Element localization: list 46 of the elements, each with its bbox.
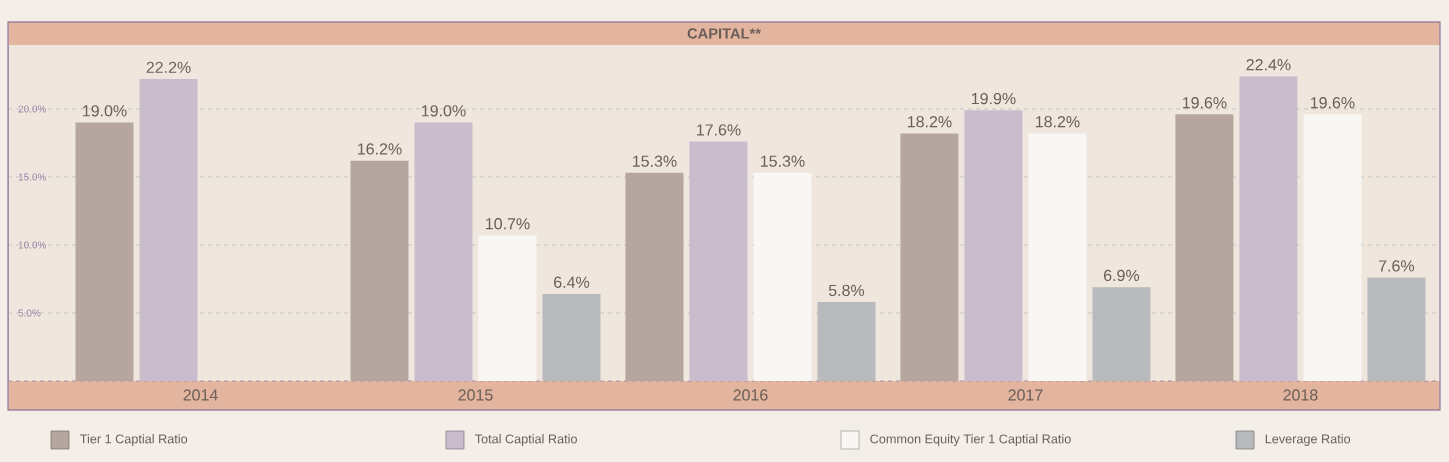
bar [139,79,198,381]
legend-label: Tier 1 Captial Ratio [80,434,188,446]
data-label: 19.0% [422,105,466,117]
bar [900,133,959,381]
legend-label: Leverage Ratio [1265,434,1351,446]
bar [753,172,812,381]
legend-label: Common Equity Tier 1 Captial Ratio [870,434,1071,446]
x-tick-label: 2017 [1008,389,1043,401]
data-label: 19.6% [1310,97,1355,109]
y-tick-label: 15.0% [18,173,47,181]
data-label: 17.6% [697,124,741,136]
bar [1239,76,1298,381]
x-tick-label: 2015 [458,389,493,401]
x-tick-label: 2018 [1283,389,1318,401]
bar [625,172,684,381]
data-label: 7.6% [1379,260,1415,272]
bar [1303,114,1362,381]
y-tick-label: 10.0% [18,241,47,249]
legend-label: Total Captial Ratio [475,434,577,446]
data-label: 10.7% [486,218,530,230]
bar [350,160,409,381]
bar [964,110,1023,381]
data-label: 15.3% [633,155,677,167]
data-label: 19.0% [83,105,127,117]
bar [75,122,134,381]
chart-title: CAPITAL** [687,28,761,39]
y-tick-label: 5.0% [18,309,41,317]
y-tick-label: 20.0% [18,105,47,113]
bar [1028,133,1087,381]
data-label: 22.4% [1246,58,1291,71]
x-tick-label: 2016 [733,389,768,401]
data-label: 22.2% [146,61,191,73]
data-label: 15.3% [760,155,805,167]
data-label: 6.4% [554,276,590,288]
data-label: 5.8% [828,284,865,297]
bar [478,235,537,381]
bar [414,122,473,381]
data-label: 19.6% [1182,97,1227,109]
data-label: 19.9% [971,92,1016,105]
data-label: 6.9% [1104,269,1140,282]
data-label: 18.2% [907,116,952,128]
bar [689,141,748,381]
bar [1175,114,1234,381]
data-label: 18.2% [1035,116,1080,128]
data-label: 16.2% [358,143,402,155]
x-tick-label: 2014 [183,389,218,401]
